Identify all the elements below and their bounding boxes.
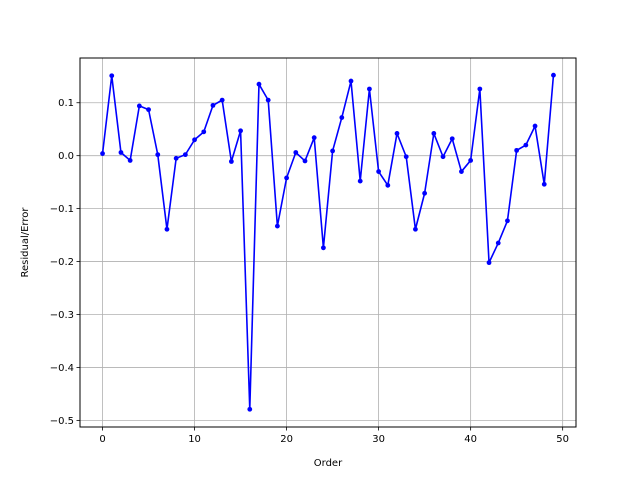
- data-point: [394, 131, 400, 136]
- data-point: [348, 78, 354, 84]
- data-point: [486, 260, 492, 266]
- data-point: [413, 226, 418, 232]
- y-tick-label: −0.5: [50, 416, 74, 427]
- plot-frame: [79, 57, 577, 428]
- data-point: [109, 73, 115, 79]
- x-tick-label: 30: [372, 434, 385, 445]
- data-point: [219, 97, 225, 103]
- data-point: [514, 147, 520, 153]
- data-layer: [100, 72, 556, 412]
- data-point: [330, 148, 336, 154]
- data-point: [357, 178, 363, 184]
- data-point: [551, 72, 556, 78]
- y-axis-label: Residual/Error: [20, 207, 31, 278]
- x-axis-label: Order: [314, 458, 343, 469]
- data-point: [192, 137, 197, 143]
- data-point: [431, 131, 437, 136]
- data-point: [302, 158, 308, 164]
- data-point: [265, 97, 271, 103]
- data-point: [523, 142, 529, 148]
- data-point: [100, 151, 105, 156]
- data-point: [293, 150, 299, 155]
- data-point: [256, 81, 262, 87]
- data-point: [495, 240, 501, 246]
- data-point: [118, 150, 124, 155]
- x-tick-label: 10: [188, 434, 201, 445]
- y-tick-label: 0.0: [58, 151, 74, 162]
- y-tick-label: −0.4: [50, 363, 74, 374]
- data-point: [505, 218, 510, 224]
- data-point: [182, 152, 188, 158]
- data-point: [422, 190, 428, 196]
- data-point: [228, 159, 234, 164]
- y-tick-label: −0.3: [50, 310, 74, 321]
- data-point: [284, 175, 289, 181]
- x-tick-label: 50: [556, 434, 569, 445]
- data-point: [136, 103, 142, 109]
- data-point: [339, 115, 345, 120]
- ticks: 0 10 20 30 40 50 −0.5 −0.4 −0.3 −0.2 −0.1 0.0 0.1: [50, 98, 569, 445]
- data-point: [449, 136, 455, 142]
- data-point: [247, 406, 253, 412]
- data-point: [403, 154, 409, 160]
- data-point: [440, 154, 446, 160]
- data-point: [173, 155, 179, 161]
- data-point: [532, 123, 538, 129]
- x-tick-label: 40: [464, 434, 477, 445]
- data-point: [468, 158, 474, 163]
- data-point: [541, 181, 547, 187]
- data-point: [146, 107, 151, 113]
- data-point: [320, 245, 326, 251]
- data-point: [477, 86, 483, 92]
- y-tick-label: 0.1: [58, 98, 74, 109]
- y-tick-label: −0.2: [50, 257, 74, 268]
- data-point: [201, 129, 207, 135]
- data-point: [311, 135, 317, 141]
- data-point: [127, 158, 133, 163]
- data-point: [155, 152, 161, 158]
- y-tick-label: −0.1: [50, 204, 74, 215]
- data-point: [376, 169, 382, 174]
- data-point: [274, 223, 280, 229]
- grid: [80, 58, 576, 427]
- x-tick-label: 20: [280, 434, 293, 445]
- data-point: [164, 226, 170, 232]
- data-point: [210, 102, 216, 108]
- data-point: [459, 169, 464, 174]
- data-point: [385, 182, 391, 188]
- data-point: [238, 128, 243, 134]
- data-point: [367, 86, 372, 92]
- x-tick-label: 0: [99, 434, 105, 445]
